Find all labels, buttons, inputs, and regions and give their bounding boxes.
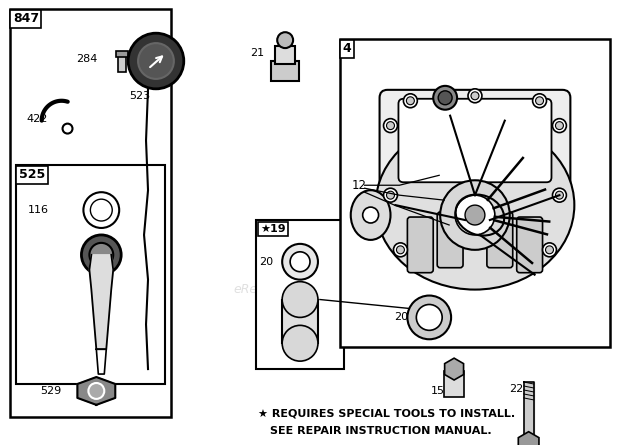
Circle shape	[386, 191, 394, 199]
Circle shape	[89, 243, 113, 267]
Circle shape	[91, 199, 112, 221]
Bar	[282, 300, 318, 343]
Text: 116: 116	[28, 205, 49, 215]
Text: ★19: ★19	[260, 224, 286, 234]
Text: 422: 422	[27, 114, 48, 124]
Bar	[16, 165, 165, 384]
Circle shape	[282, 281, 318, 318]
Bar	[271, 61, 299, 81]
Bar	[10, 9, 171, 417]
Bar	[340, 39, 610, 347]
Circle shape	[536, 97, 544, 105]
FancyBboxPatch shape	[407, 217, 433, 273]
Text: 4: 4	[343, 42, 352, 55]
Bar	[275, 46, 295, 64]
Polygon shape	[96, 349, 106, 374]
Circle shape	[438, 91, 452, 105]
Polygon shape	[89, 255, 113, 349]
Circle shape	[556, 122, 564, 130]
Circle shape	[386, 122, 394, 130]
Circle shape	[363, 207, 379, 223]
Circle shape	[556, 191, 564, 199]
Circle shape	[552, 119, 567, 132]
Text: 15: 15	[432, 386, 445, 396]
Circle shape	[63, 124, 73, 133]
Circle shape	[552, 188, 567, 202]
Circle shape	[282, 244, 318, 280]
Text: 22: 22	[509, 384, 523, 394]
Circle shape	[384, 188, 397, 202]
FancyBboxPatch shape	[516, 217, 542, 273]
Circle shape	[81, 235, 121, 275]
Circle shape	[394, 243, 407, 257]
Circle shape	[471, 92, 479, 100]
Circle shape	[455, 195, 495, 235]
FancyBboxPatch shape	[487, 212, 513, 268]
Text: 529: 529	[40, 386, 61, 396]
Polygon shape	[78, 377, 115, 405]
Bar	[116, 51, 128, 57]
FancyBboxPatch shape	[437, 212, 463, 268]
Circle shape	[404, 94, 417, 108]
Circle shape	[277, 32, 293, 48]
FancyBboxPatch shape	[399, 99, 551, 182]
Text: 284: 284	[76, 54, 98, 64]
Text: 525: 525	[19, 168, 45, 182]
Circle shape	[384, 119, 397, 132]
Circle shape	[84, 192, 119, 228]
Circle shape	[138, 43, 174, 79]
Bar	[118, 56, 126, 72]
Circle shape	[533, 94, 546, 108]
Circle shape	[440, 180, 510, 250]
Circle shape	[407, 296, 451, 339]
Circle shape	[542, 243, 557, 257]
Text: SEE REPAIR INSTRUCTION MANUAL.: SEE REPAIR INSTRUCTION MANUAL.	[270, 425, 492, 436]
Polygon shape	[518, 432, 539, 446]
Bar	[256, 220, 343, 369]
Polygon shape	[524, 382, 534, 442]
Circle shape	[282, 326, 318, 361]
Text: 21: 21	[250, 48, 265, 58]
Circle shape	[396, 246, 404, 254]
Text: 523: 523	[129, 91, 150, 101]
Polygon shape	[445, 358, 464, 380]
Text: eReplacementParts.com: eReplacementParts.com	[234, 283, 386, 296]
Circle shape	[128, 33, 184, 89]
FancyBboxPatch shape	[379, 90, 570, 195]
Circle shape	[468, 89, 482, 103]
Text: 12: 12	[352, 179, 367, 192]
Circle shape	[465, 205, 485, 225]
Circle shape	[89, 383, 104, 399]
Ellipse shape	[376, 120, 574, 289]
Circle shape	[433, 86, 457, 110]
Text: ★ REQUIRES SPECIAL TOOLS TO INSTALL.: ★ REQUIRES SPECIAL TOOLS TO INSTALL.	[259, 409, 515, 419]
Circle shape	[406, 97, 414, 105]
Circle shape	[290, 252, 310, 272]
Circle shape	[417, 305, 442, 330]
Ellipse shape	[351, 190, 391, 240]
Text: 20: 20	[259, 257, 273, 267]
Text: 20: 20	[394, 312, 409, 322]
Text: 847: 847	[13, 12, 39, 25]
Bar	[444, 371, 464, 397]
Circle shape	[546, 246, 554, 254]
